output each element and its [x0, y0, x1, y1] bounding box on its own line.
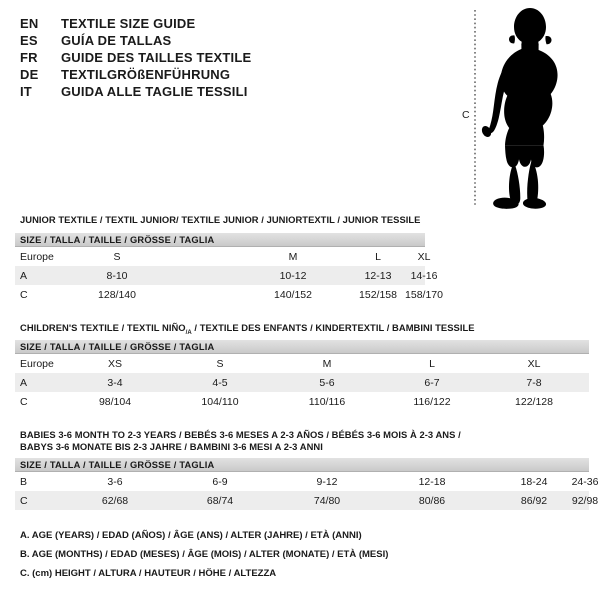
svg-text:C: C: [462, 109, 470, 121]
